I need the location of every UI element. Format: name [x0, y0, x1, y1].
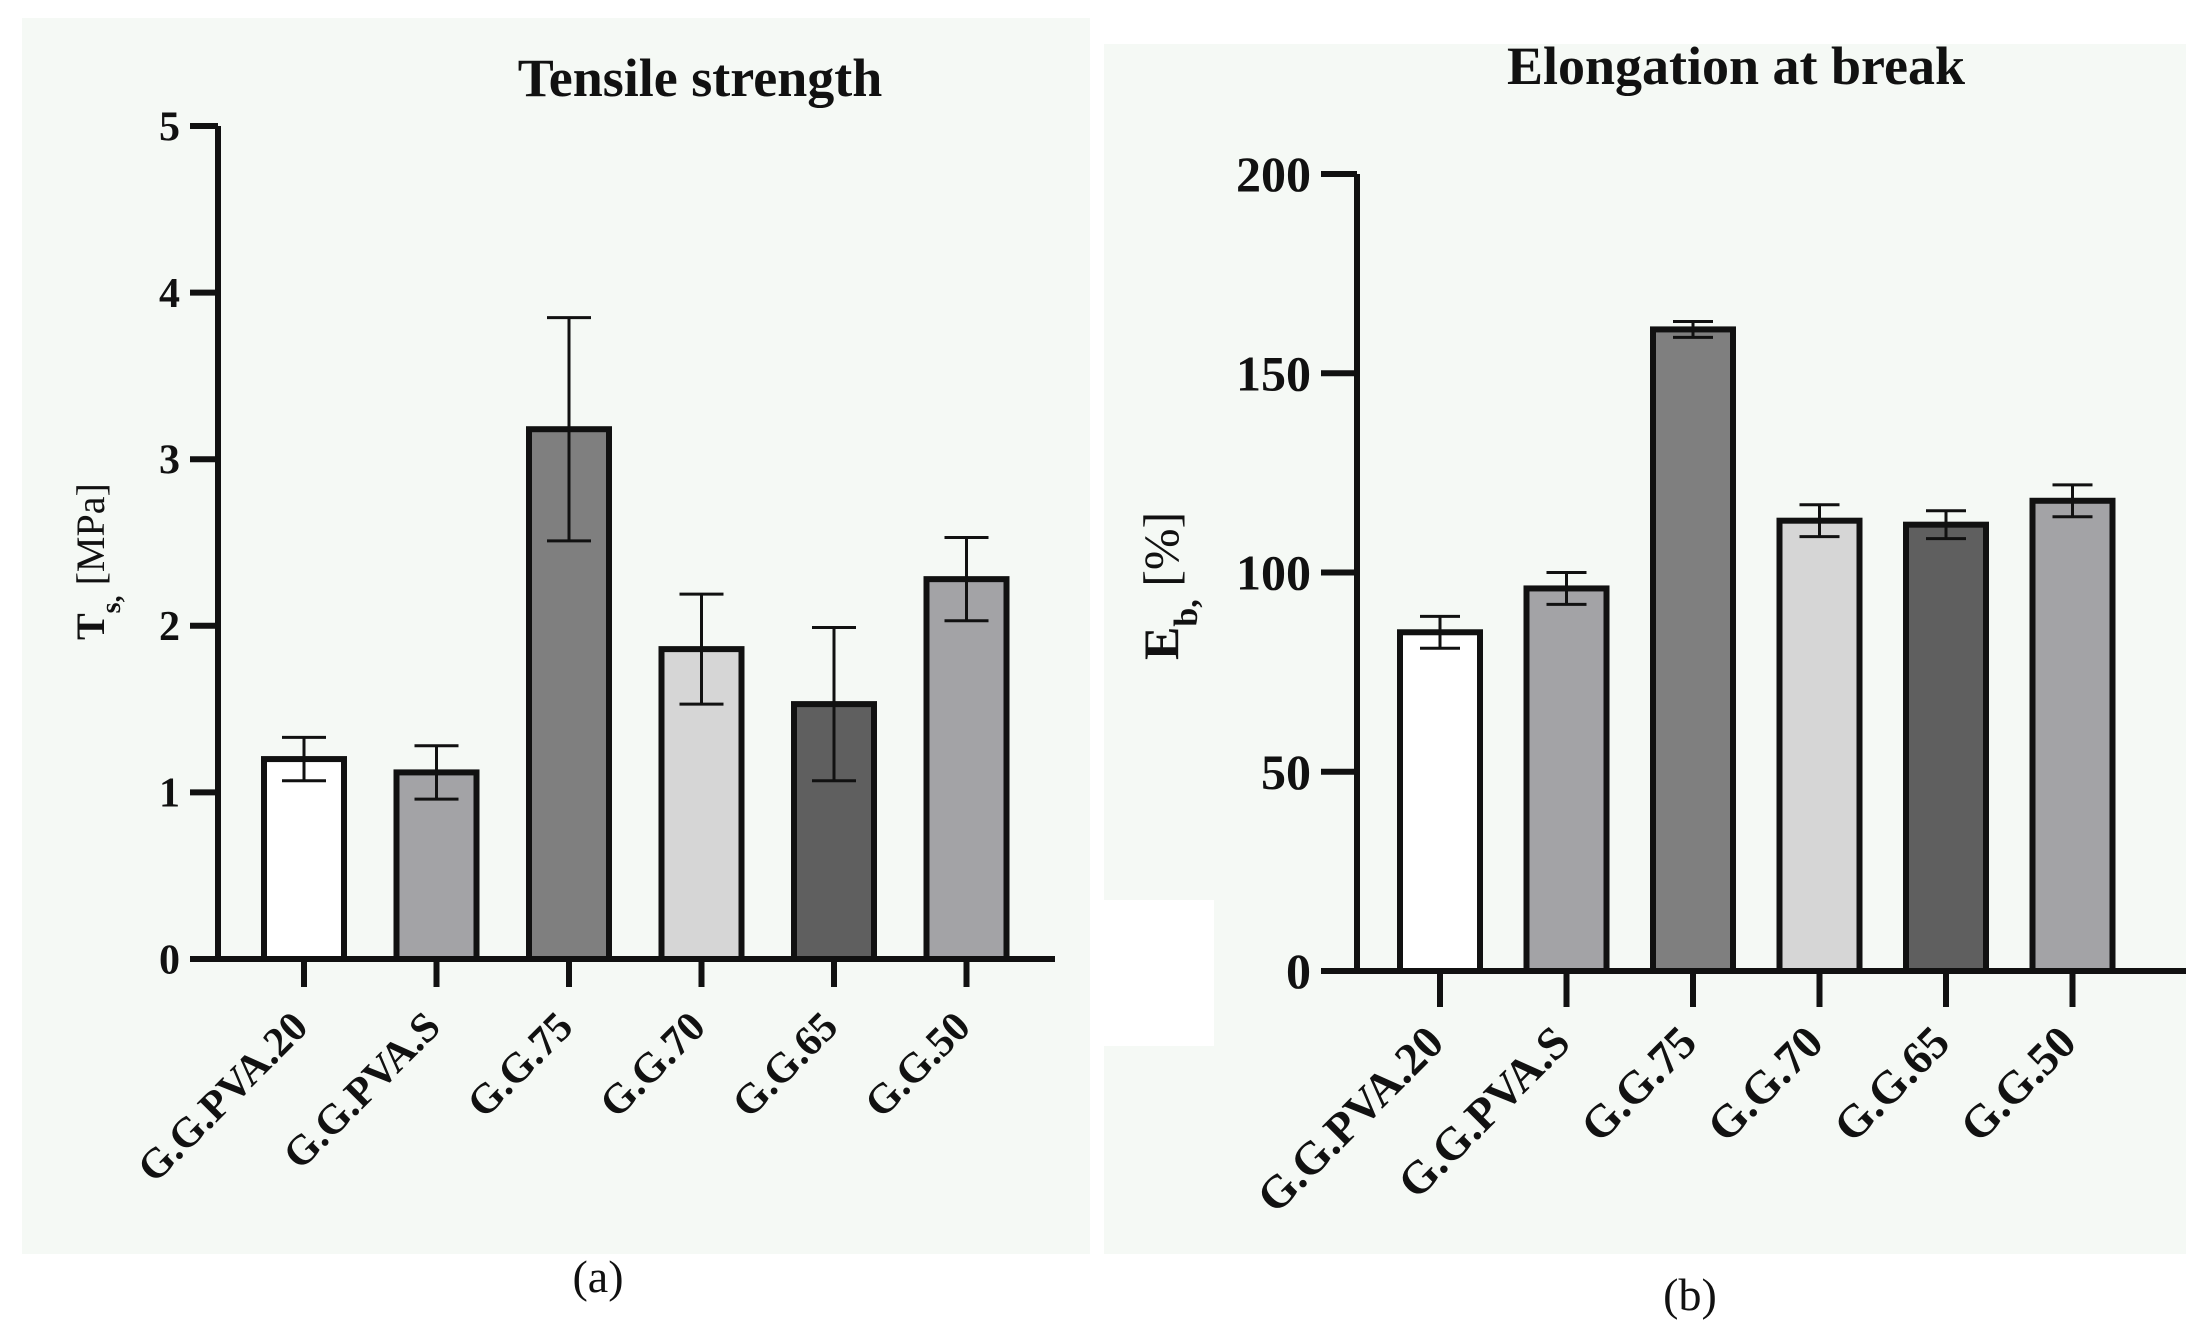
category-label: G.G.75: [459, 1004, 582, 1127]
bar: [923, 576, 1010, 962]
chart-a-yaxis: 0 1 2 3 4 5: [159, 104, 1055, 987]
y-tick-label: 5: [159, 104, 180, 150]
chart-a-ylabel-unit: [MPa]: [68, 483, 113, 595]
chart-b-panel-notch: [1104, 900, 1214, 1046]
bar: [2029, 497, 2116, 974]
y-tick-label: 200: [1236, 146, 1311, 202]
chart-a-categories: G.G.PVA.20G.G.PVA.S G.G.75 G.G.70 G.G.65 G.G…: [129, 1004, 979, 1192]
category-label: G.G.50: [1950, 1016, 2085, 1151]
chart-b-ylabel-main: E: [1133, 627, 1189, 660]
chart-b-ylabel-sub: b,: [1168, 599, 1205, 626]
y-tick-label: 3: [159, 437, 180, 483]
chart-b-bars: [1397, 319, 2116, 975]
bar: [1650, 326, 1736, 975]
y-tick-label: 1: [159, 771, 180, 817]
chart-b-panel-label: (b): [1663, 1269, 1717, 1320]
category-label: G.G.70: [1697, 1016, 1832, 1151]
chart-a-ylabel-sub: s,: [96, 595, 127, 613]
chart-b-ylabel-unit: [%]: [1133, 512, 1189, 599]
category-label: G.G.65: [724, 1004, 847, 1127]
y-tick-label: 100: [1236, 545, 1311, 601]
category-label: G.G.75: [1571, 1016, 1706, 1151]
bar: [1776, 517, 1863, 974]
bar: [393, 769, 480, 963]
chart-a-title: Tensile strength: [518, 48, 883, 108]
chart-b-title: Elongation at break: [1507, 36, 1965, 96]
category-label: G.G.50: [856, 1004, 979, 1127]
chart-b: Elongation at break Eb, [%] 0 50 100 150 200…: [1133, 36, 2186, 1320]
y-tick-label: 150: [1236, 345, 1311, 401]
chart-b-categories: G.G.PVA.20G.G.PVA.SG.G.75G.G.70G.G.65G.G…: [1247, 1016, 2086, 1222]
chart-a-panel-label: (a): [572, 1251, 623, 1302]
y-tick-label: 2: [159, 604, 180, 650]
y-tick-label: 4: [159, 271, 180, 317]
category-label: G.G.70: [591, 1004, 714, 1127]
y-tick-label: 0: [159, 937, 180, 983]
y-tick-label: 50: [1261, 744, 1311, 800]
chart-b-panel: [1104, 44, 2186, 1254]
bar: [1523, 585, 1610, 974]
category-label: G.G.65: [1824, 1016, 1959, 1151]
bar: [1903, 521, 1989, 974]
chart-a-bars: [261, 316, 1010, 963]
category-label: G.G.PVA.20: [129, 1004, 317, 1192]
chart-b-ylabel: Eb, [%]: [1133, 512, 1205, 660]
bar: [1397, 629, 1483, 975]
chart-a: Tensile strength Ts, [MPa] 0 1 2 3 4 5 G.G.PV…: [68, 48, 1055, 1302]
chart-a-ylabel: Ts, [MPa]: [68, 483, 127, 640]
bar: [261, 756, 347, 963]
y-tick-label: 0: [1286, 943, 1311, 999]
chart-a-ylabel-main: T: [68, 613, 113, 640]
